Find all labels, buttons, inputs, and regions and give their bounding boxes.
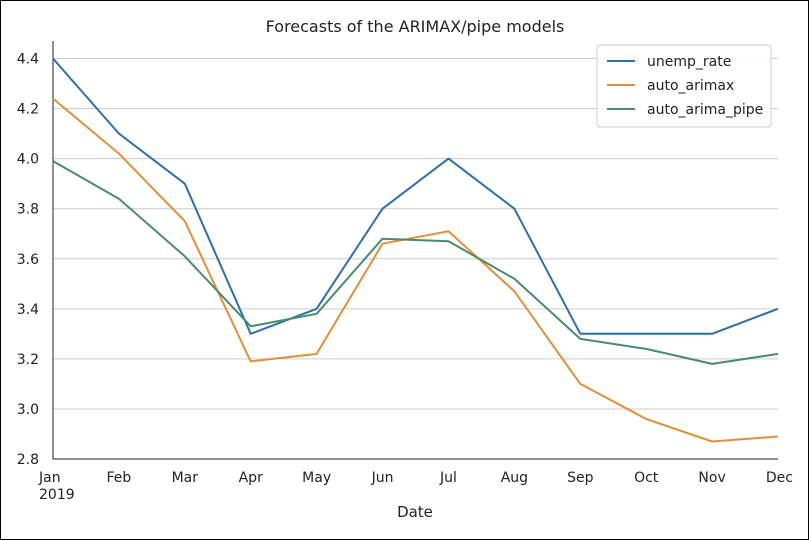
y-tick-label: 3.0 <box>17 402 39 418</box>
y-tick-labels: 2.8 3.0 3.2 3.4 3.6 3.8 4.0 4.2 4.4 <box>17 52 39 468</box>
x-tick-label: Mar <box>172 470 199 486</box>
y-tick-label: 3.6 <box>17 252 39 268</box>
axes <box>52 41 778 460</box>
x-tick-label: Apr <box>239 470 263 486</box>
x-tick-label: Sep <box>567 470 594 486</box>
series-lines <box>52 57 779 443</box>
x-tick-label: Nov <box>698 470 725 486</box>
x-tick-label: Oct <box>634 470 659 486</box>
y-tick-label: 3.4 <box>17 302 39 318</box>
x-tick-label: Jun <box>371 470 394 486</box>
legend-label-auto_arimax: auto_arimax <box>647 78 734 94</box>
x-tick-label: Jan <box>38 470 61 486</box>
x-tick-year-label: 2019 <box>39 487 75 503</box>
x-axis-title: Date <box>397 503 433 521</box>
y-tick-label: 4.4 <box>17 52 39 68</box>
x-tick-label: Dec <box>766 470 793 486</box>
y-tick-label: 3.8 <box>17 202 39 218</box>
y-tick-label: 2.8 <box>17 452 39 468</box>
x-tick-label: Jul <box>439 470 457 486</box>
legend-box <box>596 44 772 128</box>
y-tick-label: 4.2 <box>17 102 39 118</box>
y-tick-label: 4.0 <box>17 152 39 168</box>
x-tick-labels: Jan Feb Mar Apr May Jun Jul Aug Sep Oct Nov Dec 2019 <box>38 470 793 503</box>
series-line-auto_arimax <box>52 97 779 443</box>
y-tick-label: 3.2 <box>17 352 39 368</box>
series-line-unemp_rate <box>52 57 779 335</box>
x-tick-label: Aug <box>501 470 528 486</box>
chart-title: Forecasts of the ARIMAX/pipe models <box>266 17 565 36</box>
series-line-auto_arima_pipe <box>52 160 779 365</box>
legend: unemp_rate auto_arimax auto_arima_pipe <box>596 44 772 128</box>
legend-label-auto_arima_pipe: auto_arima_pipe <box>647 102 763 118</box>
legend-label-unemp_rate: unemp_rate <box>647 54 731 70</box>
x-tick-label: Feb <box>107 470 132 486</box>
x-tick-label: May <box>302 470 331 486</box>
